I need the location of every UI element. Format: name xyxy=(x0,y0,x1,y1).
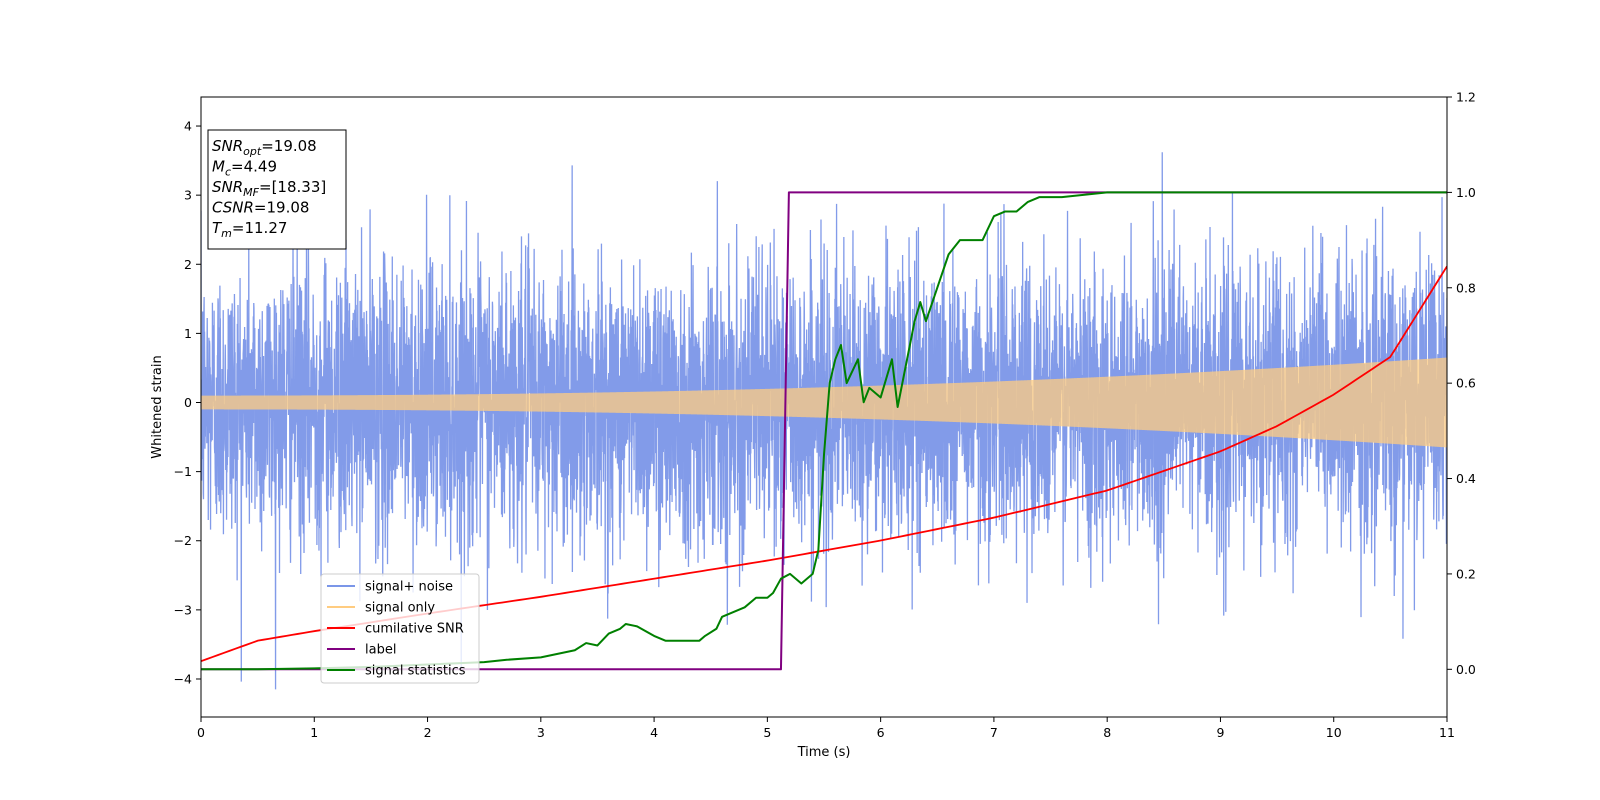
y-tick-label: 4 xyxy=(184,119,192,134)
plot-frame xyxy=(200,96,1448,718)
x-tick-label: 6 xyxy=(877,725,885,740)
y2-tick-label: 1.0 xyxy=(1456,185,1476,200)
series-signal-only-line xyxy=(201,357,1447,448)
y-tick-label: 1 xyxy=(184,326,192,341)
y-tick-label: −4 xyxy=(174,671,192,686)
y-axis-right: 0.0 0.2 0.4 0.6 0.8 1.0 1.2 xyxy=(1447,90,1476,677)
series-signal-statistics-line xyxy=(201,191,1447,671)
x-tick-label: 3 xyxy=(537,725,545,740)
stats-annotation-box: SNRopt=19.08Mc=4.49SNRMF=[18.33]CSNR=19.… xyxy=(207,129,347,250)
x-tick-label: 9 xyxy=(1216,725,1224,740)
x-axis: 0 1 2 3 4 5 6 7 8 9 10 11 xyxy=(197,717,1455,740)
x-tick-label: 0 xyxy=(197,725,205,740)
y-axis-left: −4 −3 −2 −1 0 1 2 3 4 xyxy=(174,119,201,686)
y-tick-label: −1 xyxy=(174,464,192,479)
x-tick-label: 11 xyxy=(1439,725,1455,740)
legend-label: signal statistics xyxy=(365,664,466,679)
legend: signal+ noise signal only cumilative SNR la… xyxy=(320,573,480,684)
x-tick-label: 7 xyxy=(990,725,998,740)
annotation-line: Mc=4.49 xyxy=(212,158,277,179)
legend-label: signal+ noise xyxy=(365,580,453,595)
x-axis-label: Time (s) xyxy=(797,745,851,760)
annotation-line: CSNR=19.08 xyxy=(212,199,309,217)
annotation-line: Tm=11.27 xyxy=(212,219,287,240)
x-tick-label: 10 xyxy=(1326,725,1342,740)
y-tick-label: −2 xyxy=(174,533,192,548)
y-axis-label: Whitened strain xyxy=(150,355,165,458)
annotation-frame xyxy=(207,129,347,250)
y2-tick-label: 0.6 xyxy=(1456,376,1476,391)
y-tick-label: 2 xyxy=(184,257,192,272)
y-tick-label: 3 xyxy=(184,188,192,203)
annotation-line: SNRopt=19.08 xyxy=(212,137,317,158)
x-tick-label: 2 xyxy=(424,725,432,740)
series-signal-noise-line xyxy=(201,152,1447,690)
y2-tick-label: 0.0 xyxy=(1456,662,1476,677)
y-tick-label: 0 xyxy=(184,395,192,410)
annotation-line: SNRMF=[18.33] xyxy=(212,178,326,199)
x-tick-label: 5 xyxy=(763,725,771,740)
legend-label: signal only xyxy=(365,601,435,616)
x-tick-label: 4 xyxy=(650,725,658,740)
y-tick-label: −3 xyxy=(174,602,192,617)
y2-tick-label: 0.8 xyxy=(1456,280,1476,295)
legend-label: label xyxy=(365,643,396,658)
legend-frame xyxy=(320,573,480,684)
y2-tick-label: 0.4 xyxy=(1456,471,1476,486)
legend-label: cumilative SNR xyxy=(365,622,464,637)
y2-tick-label: 1.2 xyxy=(1456,90,1476,105)
y2-tick-label: 0.2 xyxy=(1456,566,1476,581)
x-tick-label: 1 xyxy=(310,725,318,740)
x-tick-label: 8 xyxy=(1103,725,1111,740)
